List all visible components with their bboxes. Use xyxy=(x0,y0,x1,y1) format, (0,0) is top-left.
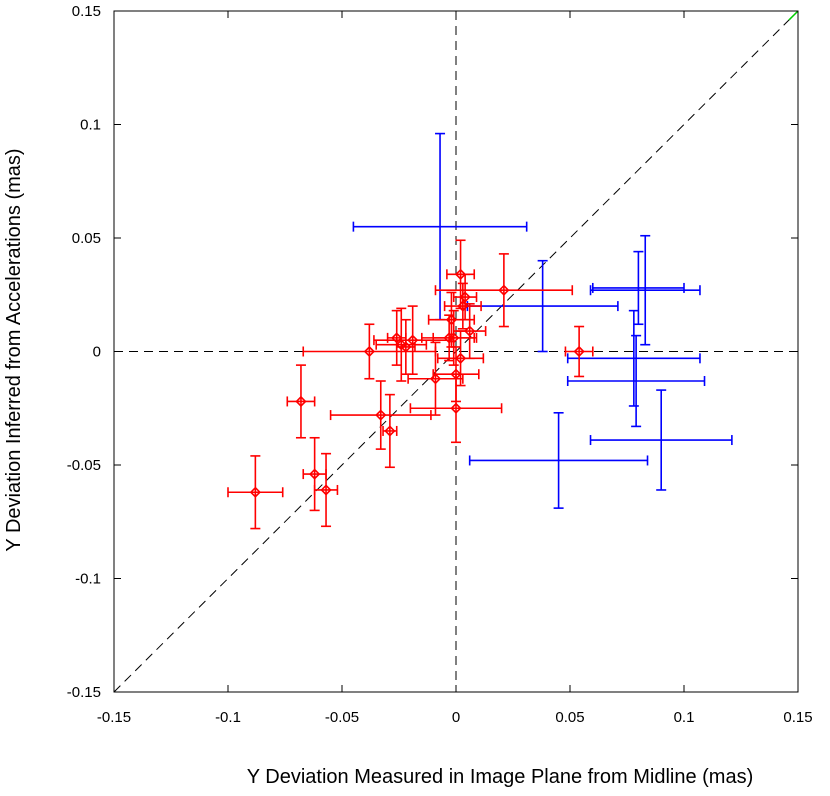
data-point-red xyxy=(302,436,327,512)
data-point-red xyxy=(313,452,339,528)
diamond-marker xyxy=(498,284,510,296)
data-point-red xyxy=(443,282,482,330)
data-point-blue xyxy=(591,250,685,326)
x-tick-label: 0 xyxy=(452,709,460,726)
data-point-red xyxy=(409,373,503,444)
data-point-red xyxy=(564,325,594,378)
data-point-blue xyxy=(466,259,619,353)
red-series xyxy=(227,239,594,530)
x-axis-title: Y Deviation Measured in Image Plane from… xyxy=(247,766,754,788)
data-point-blue xyxy=(589,234,701,346)
data-point-blue xyxy=(566,309,701,407)
data-point-red xyxy=(452,303,487,360)
y-tick-label: -0.15 xyxy=(67,684,101,701)
data-point-red xyxy=(329,380,432,450)
diamond-marker xyxy=(249,486,261,498)
diamond-marker xyxy=(400,341,412,353)
diamond-marker xyxy=(384,425,396,437)
x-tick-label: 0.05 xyxy=(555,709,584,726)
x-tick-label: 0.1 xyxy=(674,709,695,726)
data-point-red xyxy=(227,455,284,530)
data-point-red xyxy=(395,318,416,376)
x-tick-label: -0.15 xyxy=(97,709,131,726)
data-point-red xyxy=(434,253,574,328)
y-tick-label: 0.05 xyxy=(72,230,101,247)
x-tick-label: -0.05 xyxy=(325,709,359,726)
data-point-red xyxy=(432,309,476,366)
x-tick-label: -0.1 xyxy=(215,709,241,726)
y-tick-label: -0.1 xyxy=(75,571,101,588)
data-point-red xyxy=(286,364,316,439)
diamond-marker xyxy=(375,409,387,421)
y-tick-label: 0 xyxy=(93,344,101,361)
diamond-marker xyxy=(309,468,321,480)
diamond-marker xyxy=(454,352,467,364)
diamond-marker xyxy=(448,332,460,344)
diamond-marker xyxy=(295,395,307,408)
diamond-marker xyxy=(407,334,419,346)
y-tick-label: -0.05 xyxy=(67,457,101,474)
blue-series xyxy=(352,132,733,509)
diamond-marker xyxy=(363,345,375,358)
diamond-marker xyxy=(450,402,462,414)
identity-line-end xyxy=(788,10,799,21)
diamond-marker xyxy=(454,268,467,280)
data-point-blue xyxy=(589,389,733,491)
data-point-blue xyxy=(566,334,706,428)
axis-ticks xyxy=(113,10,799,693)
diamond-marker xyxy=(464,325,476,337)
data-point-red xyxy=(452,273,478,321)
data-point-red xyxy=(407,341,464,416)
tick-labels: -0.15 -0.1 -0.05 0 0.05 0.1 0.15 -0.15 -0.1 -0.05… xyxy=(67,3,813,726)
diamond-marker xyxy=(459,291,471,303)
diamond-marker xyxy=(320,484,332,496)
data-point-blue xyxy=(468,411,649,509)
diamond-marker xyxy=(573,345,585,358)
y-tick-label: 0.1 xyxy=(80,117,101,134)
data-point-red xyxy=(382,393,398,469)
x-tick-label: 0.15 xyxy=(783,709,812,726)
y-axis-title: Y Deviation Inferred from Accelerations … xyxy=(3,148,25,551)
y-tick-label: 0.15 xyxy=(72,3,101,20)
data-point-blue xyxy=(352,132,528,321)
